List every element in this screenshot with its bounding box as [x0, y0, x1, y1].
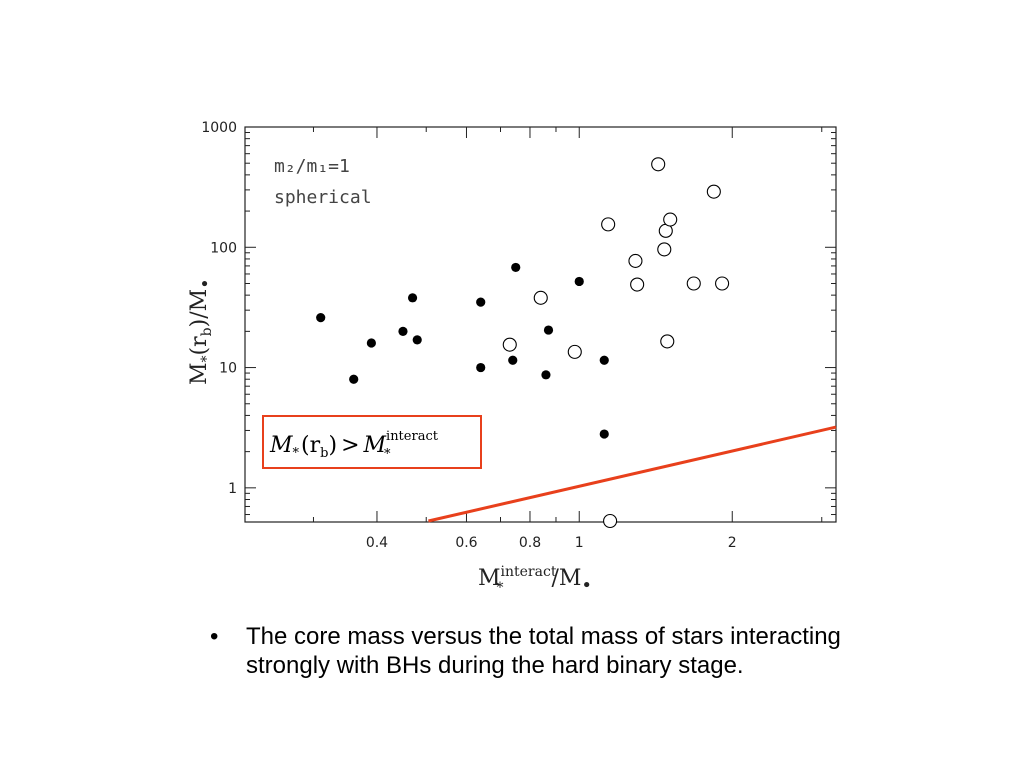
- filled-point: [412, 335, 422, 345]
- caption-bullet: •: [210, 623, 219, 650]
- open-point: [663, 212, 678, 227]
- filled-point: [511, 262, 521, 273]
- caption: • The core mass versus the total mass of…: [210, 622, 850, 680]
- open-point: [651, 157, 666, 172]
- formula-lhs-symbol: M: [269, 433, 293, 458]
- filled-point: [574, 276, 584, 287]
- y-axis-title: M*(rb)/M•: [187, 278, 216, 385]
- filled-point: [541, 370, 551, 380]
- x-tick-label: 0.8: [519, 535, 541, 551]
- y-tick-label: 1000: [201, 120, 237, 136]
- formula-rhs-symbol: M: [363, 433, 387, 458]
- open-point: [533, 290, 548, 305]
- open-point: [567, 344, 582, 359]
- filled-point: [599, 429, 609, 439]
- filled-point: [543, 325, 554, 335]
- x-title-bh: •: [581, 575, 592, 596]
- open-point: [502, 337, 517, 352]
- x-axis-title: Minteract * /M•: [478, 564, 592, 596]
- open-point: [628, 253, 643, 268]
- formula-relation: >: [341, 433, 359, 458]
- x-tick-label: 2: [728, 535, 737, 551]
- caption-text: The core mass versus the total mass of s…: [246, 623, 841, 679]
- threshold-line: [428, 425, 837, 523]
- formula-text: M*(rb) > Minteract *: [269, 429, 439, 462]
- filled-point: [476, 362, 486, 373]
- y-title-msub: b: [199, 327, 215, 336]
- y-title-bh: •: [195, 278, 216, 289]
- x-title-sup: interact: [501, 564, 557, 580]
- open-point: [686, 276, 701, 291]
- y-title-tail: )/M: [187, 289, 212, 328]
- annotation-line-2: spherical: [274, 187, 372, 208]
- axis-ticks: [245, 126, 836, 522]
- open-point: [706, 184, 721, 199]
- y-tick-label: 10: [219, 361, 237, 377]
- filled-point: [476, 297, 486, 307]
- x-tick-label: 0.6: [455, 535, 477, 551]
- formula-lhs-open: (r: [301, 433, 321, 458]
- open-point: [630, 277, 645, 292]
- x-tick-label: 1: [575, 535, 584, 551]
- x-tick-label: 0.4: [366, 535, 388, 551]
- tick-labels: 1 10 100 1000 0.4 0.6 0.8 1 2: [201, 120, 736, 551]
- filled-point: [407, 293, 418, 303]
- y-title-pre: M: [187, 362, 212, 385]
- x-title-sub: *: [496, 580, 503, 596]
- filled-point: [316, 313, 326, 323]
- x-title-tail: /M: [551, 566, 581, 591]
- formula-rhs-sub: *: [384, 447, 391, 462]
- x-title-base: M: [478, 566, 501, 591]
- filled-point: [349, 374, 359, 384]
- open-point: [601, 217, 616, 232]
- y-tick-label: 100: [210, 240, 237, 256]
- filled-point: [366, 338, 376, 348]
- filled-point: [508, 355, 518, 365]
- y-title-mid: (r: [187, 336, 212, 356]
- open-point: [603, 513, 618, 529]
- filled-point: [398, 326, 408, 336]
- open-point: [715, 276, 730, 291]
- filled-point: [599, 355, 609, 365]
- plot-frame: [244, 126, 837, 523]
- formula-lhs-paren-sub: b: [320, 446, 328, 461]
- data-points: [316, 157, 730, 529]
- formula-lhs-close: ): [328, 433, 337, 458]
- open-point: [657, 242, 672, 257]
- formula-rhs-sup: interact: [386, 429, 439, 444]
- open-point: [660, 334, 675, 349]
- y-tick-label: 1: [228, 481, 237, 497]
- y-title-sub: *: [199, 355, 215, 362]
- formula-lhs-sub: *: [293, 446, 300, 461]
- formula-box: [262, 415, 482, 469]
- annotation-line-1: m₂/m₁=1: [274, 156, 350, 177]
- threshold-lines: [428, 425, 837, 523]
